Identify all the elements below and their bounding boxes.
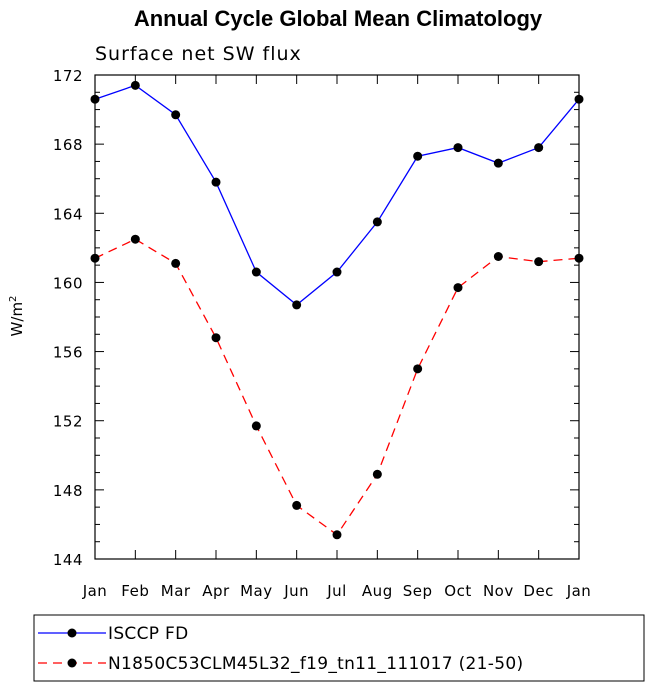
chart-title: Annual Cycle Global Mean Climatology: [134, 6, 543, 31]
y-tick-label: 164: [53, 205, 83, 223]
y-axis-label-base: W/m: [8, 302, 26, 337]
x-tick-label: Jun: [283, 582, 309, 600]
data-point-series-1: [453, 143, 463, 153]
x-tick-label: Sep: [403, 582, 433, 600]
x-tick-label: Feb: [121, 582, 149, 600]
tick-marks: [94, 74, 580, 560]
plot-frame: [94, 74, 580, 560]
data-point-series-1: [493, 158, 503, 168]
legend-marker-2: [67, 658, 77, 668]
y-tick-label: 156: [53, 344, 83, 362]
x-tick-label: Dec: [523, 582, 554, 600]
legend-marker-1: [67, 628, 77, 638]
y-tick-label: 144: [53, 551, 83, 569]
data-point-series-1: [130, 80, 140, 90]
chart-subtitle: Surface net SW flux: [95, 43, 302, 65]
data-point-series-1: [413, 151, 423, 161]
data-point-series-1: [534, 143, 544, 153]
x-tick-label: Nov: [483, 582, 514, 600]
data-point-series-2: [493, 252, 503, 261]
y-tick-labels: 144 148 152 156 160 164 168 172: [53, 67, 83, 569]
x-tick-label: Oct: [444, 582, 471, 600]
data-point-series-1: [372, 217, 382, 227]
data-point-series-2: [251, 421, 261, 431]
data-point-series-1: [211, 177, 221, 187]
y-tick-label: 168: [53, 136, 83, 154]
data-point-series-2: [413, 364, 423, 374]
y-tick-label: 160: [53, 274, 83, 292]
data-point-series-2: [130, 234, 140, 244]
y-axis-label: W/m2: [8, 296, 26, 337]
data-point-series-2: [534, 257, 544, 267]
legend-label-1: ISCCP FD: [108, 624, 188, 644]
series-layer: [90, 80, 584, 540]
data-point-series-2: [90, 253, 100, 263]
x-tick-label: Aug: [362, 582, 393, 600]
data-point-series-2: [453, 283, 463, 293]
legend-label-2: N1850C53CLM45L32_f19_tn11_111017 (21-50): [108, 654, 523, 674]
x-tick-label: Jan: [566, 582, 592, 600]
legend: ISCCP FD N1850C53CLM45L32_f19_tn11_111017…: [38, 624, 523, 674]
y-axis-label-superscript: 2: [8, 296, 19, 302]
data-point-series-2: [211, 333, 221, 343]
y-tick-label: 152: [53, 413, 83, 431]
x-tick-label: Apr: [202, 582, 230, 600]
data-point-series-1: [332, 267, 342, 277]
data-point-series-2: [574, 253, 584, 263]
data-point-series-2: [171, 258, 181, 268]
data-point-series-1: [171, 110, 181, 120]
data-point-series-2: [372, 469, 382, 479]
legend-box: [33, 614, 645, 682]
data-point-series-2: [332, 530, 342, 540]
x-tick-label: Mar: [161, 582, 191, 600]
data-point-series-1: [90, 94, 100, 104]
series-line-2: [94, 238, 580, 536]
data-point-series-1: [251, 267, 261, 277]
data-point-series-1: [574, 94, 584, 104]
y-tick-label: 148: [53, 482, 83, 500]
x-tick-labels: Jan Feb Mar Apr May Jun Jul Aug Sep Oct Nov Dec Jan: [82, 582, 592, 600]
data-point-series-2: [292, 500, 302, 510]
data-point-series-1: [292, 300, 302, 310]
y-tick-label: 172: [53, 67, 83, 85]
x-tick-label: May: [240, 582, 273, 600]
x-tick-label: Jul: [326, 582, 347, 600]
x-tick-label: Jan: [82, 582, 108, 600]
